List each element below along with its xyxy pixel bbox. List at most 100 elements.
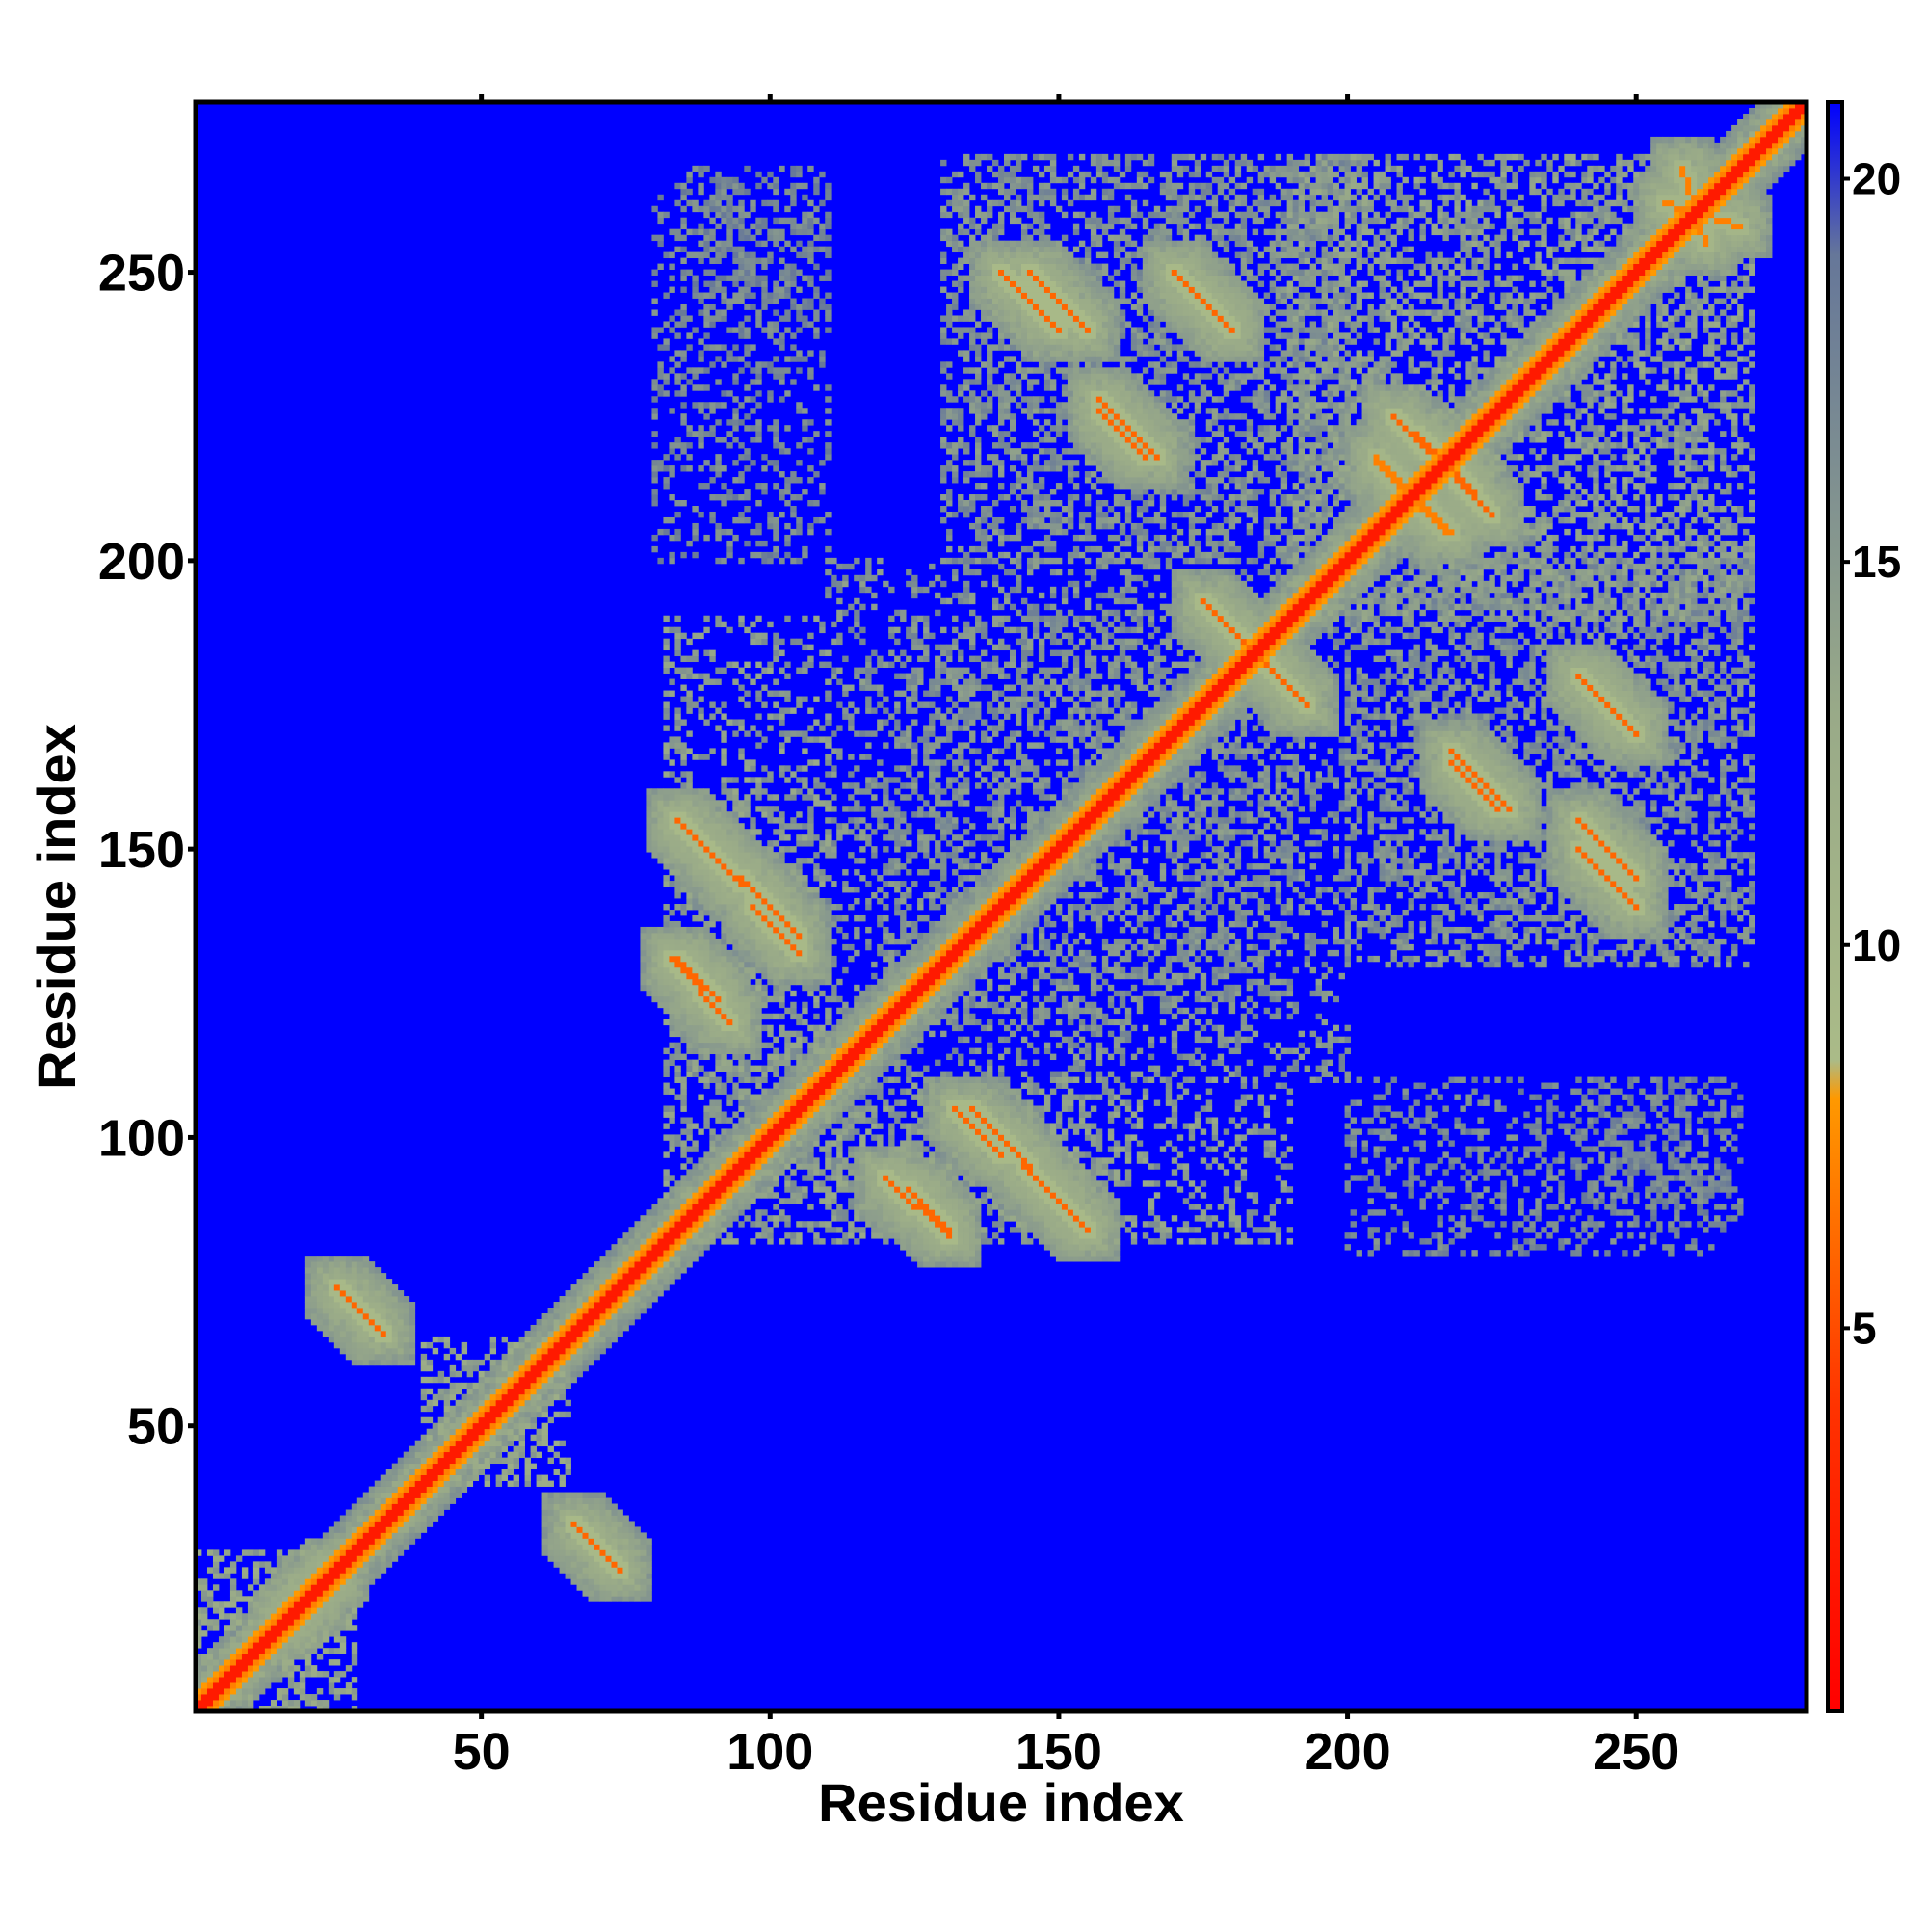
heatmap-cell: [1043, 1215, 1051, 1222]
heatmap-cell: [842, 1071, 849, 1077]
heatmap-cell: [1650, 1163, 1657, 1170]
heatmap-cell: [443, 1376, 451, 1384]
heatmap-cell: [923, 1146, 930, 1152]
heatmap-cell: [917, 1227, 924, 1233]
heatmap-cell: [611, 1544, 618, 1550]
heatmap-cell: [1350, 1140, 1357, 1147]
heatmap-cell: [1176, 1134, 1184, 1141]
heatmap-cell: [888, 1105, 895, 1112]
heatmap-cell: [1581, 1128, 1588, 1135]
heatmap-cell: [252, 1688, 260, 1695]
heatmap-cell: [1095, 1169, 1103, 1176]
heatmap-cell: [495, 1382, 503, 1389]
heatmap-cell: [328, 1677, 335, 1683]
heatmap-cell: [1032, 1123, 1040, 1129]
heatmap-cell: [634, 1290, 641, 1297]
heatmap-cell: [1043, 1134, 1051, 1141]
heatmap-cell: [362, 1353, 370, 1361]
heatmap-cell: [958, 1082, 964, 1089]
heatmap-cell: [414, 1451, 422, 1459]
heatmap-cell: [385, 1486, 393, 1493]
heatmap-cell: [657, 1227, 664, 1233]
heatmap-cell: [322, 1706, 330, 1711]
heatmap-cell: [281, 1573, 289, 1579]
heatmap-cell: [1038, 1238, 1045, 1245]
heatmap-cell: [1668, 1123, 1675, 1129]
heatmap-cell: [865, 1047, 872, 1055]
heatmap-cell: [1593, 1180, 1599, 1187]
heatmap-cell: [1645, 1169, 1651, 1176]
heatmap-cell: [1442, 1250, 1449, 1257]
heatmap-cell: [1558, 1151, 1565, 1158]
heatmap-cell: [883, 1204, 889, 1210]
heatmap-cell: [1078, 1117, 1086, 1124]
heatmap-cell: [1523, 1215, 1530, 1222]
heatmap-cell: [871, 1047, 878, 1055]
heatmap-cell: [582, 1590, 589, 1597]
heatmap-cell: [1471, 1146, 1478, 1152]
heatmap-cell: [617, 1515, 623, 1522]
heatmap-cell: [622, 1238, 629, 1245]
heatmap-cell: [1217, 1140, 1225, 1147]
heatmap-cell: [576, 1284, 583, 1291]
heatmap-cell: [524, 1405, 531, 1413]
heatmap-cell: [888, 1047, 895, 1055]
heatmap-cell: [871, 1198, 878, 1204]
heatmap-cell: [964, 1180, 970, 1187]
heatmap-cell: [1494, 1250, 1501, 1257]
heatmap-cell: [709, 1204, 716, 1210]
heatmap-cell: [1061, 1071, 1069, 1077]
heatmap-cell: [397, 1290, 405, 1297]
heatmap-cell: [894, 1117, 901, 1124]
heatmap-cell: [328, 1555, 335, 1562]
heatmap-cell: [1437, 1157, 1443, 1164]
heatmap-cell: [1656, 1094, 1663, 1100]
heatmap-cell: [1026, 1128, 1034, 1135]
heatmap-cell: [1049, 1088, 1057, 1095]
heatmap-cell: [813, 1232, 820, 1239]
heatmap-cell: [819, 1198, 826, 1204]
heatmap-cell: [1361, 1175, 1368, 1181]
heatmap-cell: [1194, 1123, 1201, 1129]
heatmap-cell: [923, 1227, 930, 1233]
heatmap-cell: [721, 1192, 727, 1199]
heatmap-cell: [721, 1053, 727, 1061]
heatmap-cell: [489, 1440, 497, 1447]
heatmap-cell: [391, 1302, 399, 1309]
heatmap-cell: [1500, 1105, 1507, 1112]
heatmap-cell: [235, 1654, 243, 1660]
heatmap-cell: [1425, 1250, 1432, 1257]
heatmap-cell: [1627, 1099, 1634, 1106]
heatmap-cell: [784, 1157, 791, 1164]
heatmap-cell: [1078, 1169, 1086, 1176]
heatmap-cell: [923, 1232, 930, 1239]
heatmap-cell: [1454, 1117, 1461, 1124]
heatmap-cell: [1142, 1094, 1149, 1100]
heatmap-cell: [952, 1175, 959, 1181]
heatmap-cell: [478, 1411, 486, 1418]
heatmap-cell: [1726, 1128, 1732, 1135]
heatmap-cell: [1610, 1192, 1617, 1199]
heatmap-cell: [958, 1232, 964, 1239]
heatmap-cell: [356, 1521, 364, 1527]
heatmap-cell: [622, 1515, 629, 1522]
heatmap-cell: [495, 1440, 503, 1447]
heatmap-cell: [1067, 1117, 1074, 1124]
heatmap-cell: [559, 1503, 566, 1510]
heatmap-cell: [1032, 1232, 1040, 1239]
heatmap-cell: [640, 1296, 647, 1303]
heatmap-cell: [773, 1111, 779, 1118]
heatmap-cell: [854, 1209, 860, 1216]
heatmap-cell: [1587, 1088, 1594, 1095]
heatmap-cell: [998, 1071, 1005, 1077]
heatmap-cell: [461, 1399, 468, 1407]
heatmap-cell: [634, 1256, 641, 1262]
heatmap-cell: [958, 1256, 964, 1262]
heatmap-cell: [356, 1561, 364, 1568]
heatmap-cell: [356, 1336, 364, 1343]
heatmap-cell: [385, 1330, 393, 1337]
heatmap-cell: [917, 1140, 924, 1147]
heatmap-cell: [1072, 1123, 1080, 1129]
heatmap-cell: [1148, 1204, 1155, 1210]
heatmap-cell: [333, 1261, 341, 1268]
